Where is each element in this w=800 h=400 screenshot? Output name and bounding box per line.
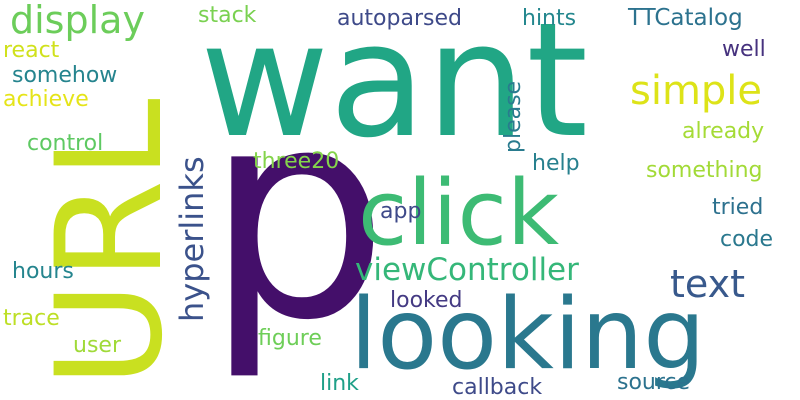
word-something: something: [646, 158, 762, 183]
word-hints: hints: [522, 6, 576, 31]
word-link: link: [320, 371, 359, 396]
word-control: control: [27, 131, 103, 156]
word-p: p: [205, 47, 389, 384]
word-app: app: [380, 199, 421, 224]
word-url: URL: [25, 98, 195, 388]
word-hyperlinks: hyperlinks: [173, 156, 211, 322]
word-text: text: [670, 262, 745, 306]
word-looked: looked: [390, 288, 463, 313]
word-hours: hours: [12, 259, 74, 284]
word-help: help: [532, 151, 580, 176]
word-tried: tried: [712, 195, 763, 220]
word-code: code: [720, 227, 773, 252]
word-achieve: achieve: [3, 87, 89, 112]
word-trace: trace: [3, 306, 60, 331]
word-simple: simple: [630, 68, 762, 114]
word-display: display: [10, 0, 145, 42]
word-looking: looking: [350, 278, 705, 392]
word-three20: three20: [253, 149, 339, 174]
word-user: user: [73, 333, 122, 358]
word-autoparsed: autoparsed: [337, 6, 462, 31]
word-figure: figure: [258, 326, 322, 351]
word-well: well: [722, 37, 766, 62]
word-already: already: [682, 119, 764, 144]
word-source: source: [617, 370, 690, 395]
word-callback: callback: [452, 375, 542, 400]
word-viewcontroller: viewController: [355, 252, 579, 288]
word-stack: stack: [198, 3, 257, 28]
word-want: want: [200, 0, 588, 173]
word-react: react: [3, 38, 60, 63]
word-please: please: [501, 81, 526, 153]
word-click: click: [358, 161, 559, 266]
word-ttcatalog: TTCatalog: [627, 5, 743, 31]
word-somehow: somehow: [12, 63, 117, 88]
